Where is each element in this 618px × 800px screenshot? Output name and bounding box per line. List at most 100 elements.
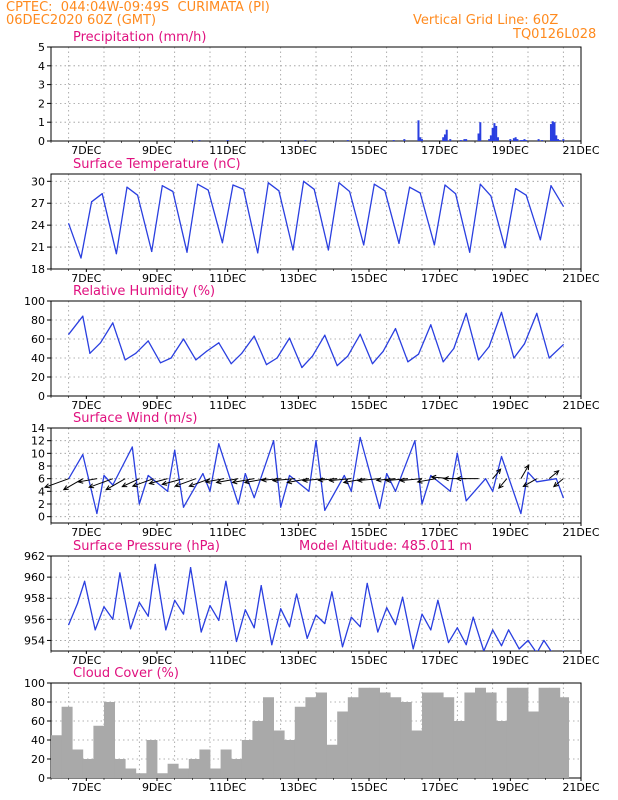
rh-xtick-label: 11DEC <box>209 399 246 412</box>
temp-panel <box>47 173 582 272</box>
pressure-point <box>182 613 185 615</box>
precip-bar <box>553 122 556 141</box>
wind-point <box>500 455 503 458</box>
temp-xtick-label: 11DEC <box>209 272 246 285</box>
wind-arrow-head <box>188 482 195 488</box>
cloud-bar <box>199 749 211 778</box>
pressure-point <box>430 629 432 631</box>
wind-arrow <box>400 478 423 482</box>
precip-bar <box>541 140 544 141</box>
temp-point <box>433 244 435 246</box>
pressure-point <box>447 641 450 644</box>
wind-arrow-head <box>524 464 530 471</box>
wind-point <box>449 490 451 492</box>
precip-bar <box>557 139 560 141</box>
wind-xtick-label: 11DEC <box>209 526 246 539</box>
precip-ytick-label: 4 <box>38 60 45 73</box>
pressure-point <box>386 607 388 609</box>
rh-point <box>241 352 243 354</box>
wind-arrow-head <box>328 477 335 483</box>
temp-xtick-label: 21DEC <box>562 272 599 285</box>
wind-arrow-head <box>260 477 267 483</box>
pressure-ytick-label: 960 <box>24 571 45 584</box>
wind-xtick-label: 15DEC <box>350 526 387 539</box>
rh-ytick-label: 40 <box>31 352 45 365</box>
cloud-bar <box>358 687 370 778</box>
pressure-point <box>500 645 503 647</box>
precip-bar <box>558 140 561 141</box>
pressure-point <box>165 629 167 631</box>
rh-point <box>82 315 84 317</box>
rh-line <box>68 311 564 369</box>
rh-ytick-label: 80 <box>31 314 45 327</box>
temp-point <box>409 186 411 188</box>
rh-ytick-label: 100 <box>24 295 45 308</box>
precip-bar <box>516 139 519 141</box>
wind-point <box>324 509 326 511</box>
precip-series <box>191 120 565 141</box>
cloud-bar <box>104 702 115 778</box>
wind-xtick-label: 17DEC <box>421 526 458 539</box>
rh-xtick-label: 7DEC <box>71 399 101 412</box>
cloud-series <box>51 687 570 778</box>
precip-bar <box>523 139 526 141</box>
pressure-point <box>412 648 414 650</box>
rh-point <box>218 342 220 344</box>
pressure-point <box>83 580 86 582</box>
cloud-bar <box>337 711 349 778</box>
temp-xtick-label: 17DEC <box>421 272 458 285</box>
wind-point <box>520 512 522 515</box>
cloud-bar <box>464 692 476 778</box>
wind-arrow <box>553 478 564 488</box>
cloud-bar <box>453 721 465 778</box>
precip-xtick-label: 7DEC <box>71 144 101 157</box>
wind-arrow <box>261 478 281 481</box>
wind-point <box>315 440 317 442</box>
cloud-bar <box>263 697 274 778</box>
temp-title: Surface Temperature (nC) <box>73 157 241 172</box>
wind-arrow-head <box>301 477 308 483</box>
pressure-point <box>280 608 282 610</box>
cloud-xtick-label: 9DEC <box>142 781 172 794</box>
precip-bar <box>562 139 565 141</box>
cloud-bar <box>538 687 550 778</box>
wind-point <box>527 471 529 473</box>
wind-point <box>359 436 361 439</box>
station-header: CPTEC: 044:04W-09:49S CURIMATA (PI) <box>6 0 270 15</box>
cloud-bar <box>294 706 306 778</box>
pressure-point <box>253 627 255 629</box>
pressure-point <box>76 602 79 605</box>
wind-point <box>343 474 345 477</box>
wind-arrow <box>175 478 197 487</box>
cloud-bar <box>316 692 327 778</box>
wind-arrow-head <box>495 468 502 475</box>
pressure-point <box>306 637 308 639</box>
precip-bar <box>459 140 462 141</box>
cloud-bar <box>400 702 412 778</box>
wind-ytick-label: 0 <box>38 511 45 524</box>
wind-ytick-label: 4 <box>38 485 45 498</box>
cloud-bar <box>347 697 359 778</box>
wind-arrow-head <box>317 477 324 483</box>
precip-bar <box>489 135 492 141</box>
rh-xtick-label: 19DEC <box>492 399 529 412</box>
wind-arrow-head <box>215 479 222 485</box>
pressure-point <box>527 639 529 642</box>
pressure-point <box>421 613 423 615</box>
wind-arrow-head <box>416 478 423 484</box>
wind-arrow <box>162 478 184 485</box>
temp-ytick-label: 27 <box>31 197 45 210</box>
wind-xtick-label: 9DEC <box>142 526 172 539</box>
wind-arrow <box>122 478 140 488</box>
pressure-point <box>483 650 485 651</box>
pressure-point <box>225 580 227 582</box>
cloud-bar <box>220 749 232 778</box>
cloud-xtick-label: 19DEC <box>492 781 529 794</box>
pressure-xtick-label: 13DEC <box>280 654 317 667</box>
temp-xtick-label: 7DEC <box>71 272 101 285</box>
temp-xtick-label: 15DEC <box>350 272 387 285</box>
rh-point <box>430 324 432 326</box>
pressure-point <box>174 599 176 601</box>
wind-point <box>147 474 149 477</box>
cloud-bar <box>157 773 168 778</box>
